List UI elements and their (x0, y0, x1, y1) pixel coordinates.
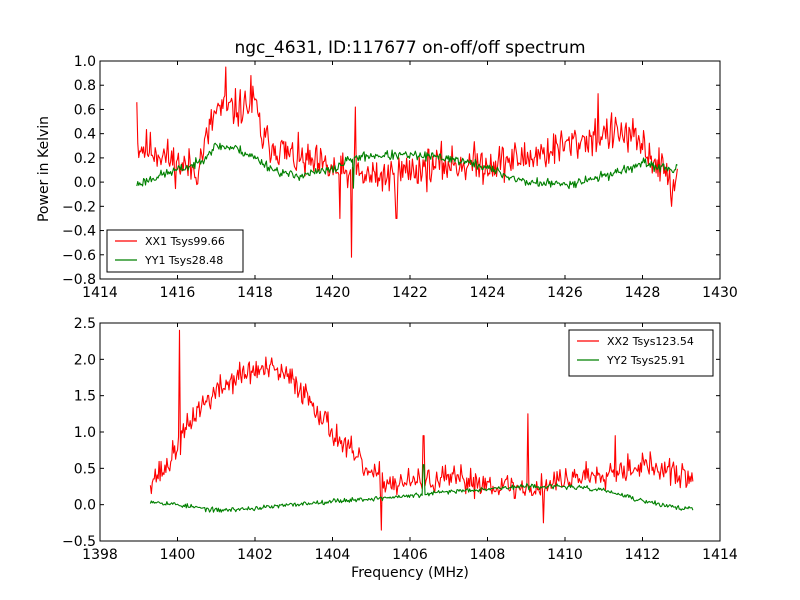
legend-box (568, 329, 714, 377)
legend-entry: YY1 Tsys28.48 (144, 254, 223, 267)
legend-entry: XX1 Tsys99.66 (145, 235, 225, 248)
y-tick-label: −0.5 (62, 534, 96, 550)
x-tick-label: 1414 (82, 285, 118, 301)
y-tick-label: 0.0 (74, 498, 96, 514)
y-tick-label: 0.0 (74, 175, 96, 191)
x-tick-label: 1428 (625, 285, 661, 301)
x-tick-label: 1430 (702, 285, 738, 301)
series-line-xx2 (149, 329, 694, 531)
x-tick-label: 1426 (547, 285, 583, 301)
series-line-xx1 (136, 66, 678, 258)
legend-box (106, 229, 244, 273)
y-axis-label-top: Power in Kelvin (36, 116, 52, 222)
x-tick-label: 1406 (392, 547, 428, 563)
y-tick-label: −0.4 (62, 224, 96, 240)
y-tick-label: −0.2 (62, 199, 96, 215)
y-tick-label: 1.5 (74, 389, 96, 405)
x-tick-label: 1418 (237, 285, 273, 301)
legend-entry: XX2 Tsys123.54 (607, 335, 694, 348)
x-tick-label: 1412 (625, 547, 661, 563)
y-tick-label: 2.0 (74, 352, 96, 368)
x-tick-label: 1414 (702, 547, 738, 563)
y-tick-label: 2.5 (74, 316, 96, 332)
series-group (149, 329, 694, 531)
x-tick-label: 1422 (392, 285, 428, 301)
legend: XX1 Tsys99.66 YY1 Tsys28.48 (106, 229, 244, 273)
y-tick-label: 0.4 (74, 127, 96, 143)
legend-entry: YY2 Tsys25.91 (606, 354, 685, 367)
y-tick-label: 0.6 (74, 102, 96, 118)
bottom-spectrum-panel: 1398 1400 1402 1404 1406 1408 1410 1412 1414 −0.5… (62, 316, 738, 563)
y-tick-label: −0.6 (62, 248, 96, 264)
x-tick-label: 1400 (160, 547, 196, 563)
y-tick-label: −0.8 (62, 272, 96, 288)
series-line-yy2 (149, 464, 694, 513)
y-tick-label: 0.5 (74, 461, 96, 477)
x-tick-label: 1398 (82, 547, 118, 563)
series-line-yy1 (136, 142, 678, 190)
x-tick-label: 1416 (160, 285, 196, 301)
chart-title: ngc_4631, ID:117677 on-off/off spectrum (234, 38, 585, 58)
x-tick-label: 1408 (470, 547, 506, 563)
x-tick-label: 1404 (315, 547, 351, 563)
y-tick-label: 0.2 (74, 151, 96, 167)
x-tick-label: 1402 (237, 547, 273, 563)
series-group (136, 66, 678, 258)
x-tick-label: 1420 (315, 285, 351, 301)
top-spectrum-panel: 1414 1416 1418 1420 1422 1424 1426 1428 1430 −0.8… (62, 54, 738, 301)
legend: XX2 Tsys123.54 YY2 Tsys25.91 (568, 329, 714, 377)
y-tick-label: 1.0 (74, 425, 96, 441)
x-tick-label: 1424 (470, 285, 506, 301)
y-tick-label: 0.8 (74, 78, 96, 94)
y-tick-label: 1.0 (74, 54, 96, 70)
x-axis-label-bottom: Frequency (MHz) (351, 565, 469, 581)
x-tick-label: 1410 (547, 547, 583, 563)
